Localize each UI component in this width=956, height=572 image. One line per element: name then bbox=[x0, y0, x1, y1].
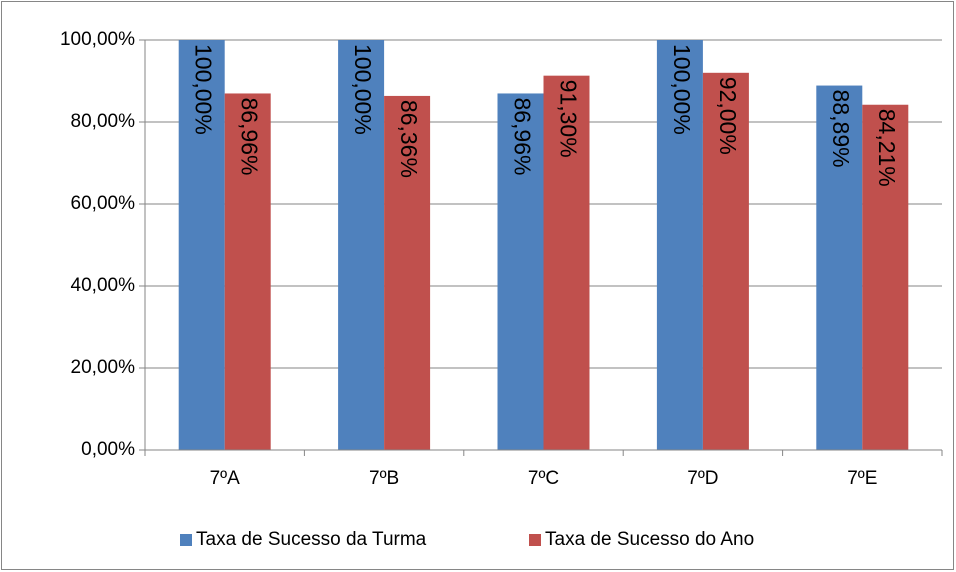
bar bbox=[816, 85, 863, 451]
y-tick-label: 100,00% bbox=[60, 29, 135, 50]
legend-label: Taxa de Sucesso da Turma bbox=[196, 529, 427, 550]
bar bbox=[862, 104, 909, 450]
bar bbox=[224, 93, 271, 451]
data-label: 91,30% bbox=[555, 80, 581, 158]
bar bbox=[656, 40, 703, 450]
data-label: 100,00% bbox=[669, 44, 695, 135]
legend-label: Taxa de Sucesso do Ano bbox=[545, 529, 754, 550]
data-label: 88,89% bbox=[828, 90, 854, 168]
data-label: 86,96% bbox=[509, 97, 535, 175]
legend-swatch bbox=[529, 534, 541, 546]
bar bbox=[384, 95, 431, 450]
x-tick-label: 7ºA bbox=[210, 468, 241, 489]
y-tick-label: 80,00% bbox=[71, 111, 136, 132]
data-label: 92,00% bbox=[715, 77, 741, 155]
y-tick-label: 40,00% bbox=[71, 275, 136, 296]
y-tick-label: 20,00% bbox=[71, 357, 136, 378]
data-label: 84,21% bbox=[874, 109, 900, 187]
y-tick-label: 60,00% bbox=[71, 193, 136, 214]
legend-swatch bbox=[180, 534, 192, 546]
data-label: 86,36% bbox=[396, 100, 422, 178]
bar bbox=[497, 93, 544, 451]
bar bbox=[338, 40, 385, 450]
x-tick-label: 7ºB bbox=[369, 468, 399, 489]
y-tick-label: 0,00% bbox=[81, 439, 135, 460]
data-label: 86,96% bbox=[237, 97, 263, 175]
x-tick-label: 7ºE bbox=[847, 468, 877, 489]
data-label: 100,00% bbox=[350, 44, 376, 135]
bar bbox=[178, 40, 225, 450]
bar bbox=[543, 75, 590, 451]
data-label: 100,00% bbox=[191, 44, 217, 135]
x-tick-label: 7ºC bbox=[528, 468, 559, 489]
bar bbox=[702, 72, 749, 451]
x-tick-label: 7ºD bbox=[687, 468, 718, 489]
